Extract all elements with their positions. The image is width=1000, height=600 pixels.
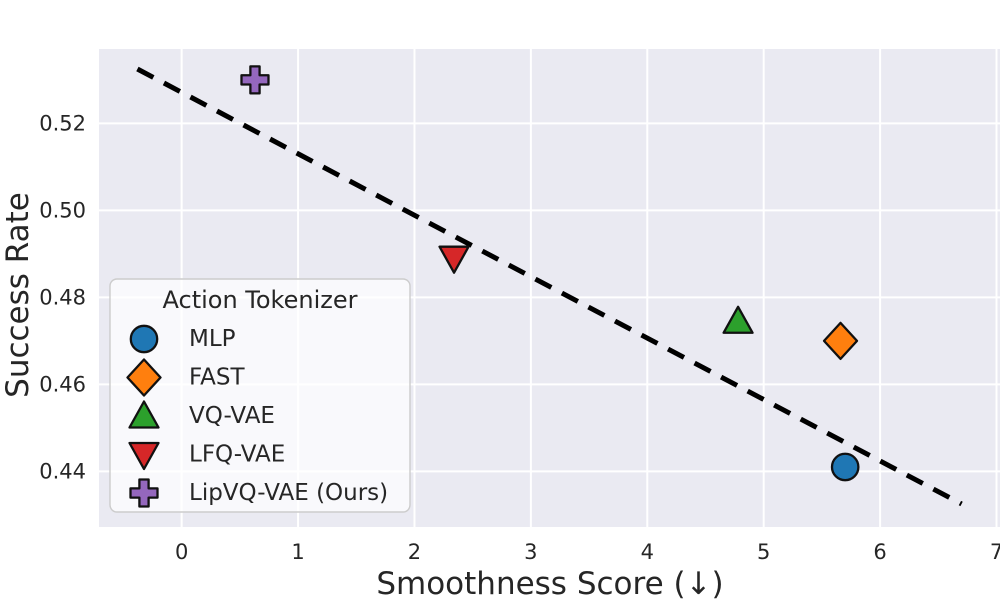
legend-marker-fast bbox=[126, 358, 162, 397]
x-tick-label-6: 6 bbox=[873, 540, 886, 564]
legend-item-vq-vae: VQ-VAE bbox=[128, 400, 275, 429]
x-tick-label-4: 4 bbox=[641, 540, 654, 564]
legend-label-mlp: MLP bbox=[189, 326, 236, 352]
x-axis-label: Smoothness Score (↓) bbox=[376, 566, 723, 600]
x-tick-label-1: 1 bbox=[291, 540, 304, 564]
legend-marker-lipvq-vae-ours bbox=[129, 478, 159, 508]
data-point-fast bbox=[822, 321, 859, 360]
y-tick-label-0: 0.44 bbox=[39, 459, 86, 483]
data-point-vq-vae bbox=[722, 305, 754, 334]
trend-line bbox=[136, 66, 963, 507]
legend: Action Tokenizer MLP FAST VQ-VAE LFQ-VAE LipV… bbox=[109, 278, 411, 513]
legend-label-lfq-vae: LFQ-VAE bbox=[189, 442, 285, 468]
legend-box bbox=[109, 278, 411, 513]
x-tick-label-3: 3 bbox=[524, 540, 537, 564]
legend-item-lipvq-vae-ours: LipVQ-VAE (Ours) bbox=[129, 478, 388, 508]
legend-item-lfq-vae: LFQ-VAE bbox=[128, 441, 285, 471]
legend-label-fast: FAST bbox=[189, 365, 245, 391]
legend-item-mlp: MLP bbox=[129, 324, 236, 354]
x-tick-label-7: 7 bbox=[990, 540, 1000, 564]
y-axis-label: Success Rate bbox=[0, 192, 36, 398]
y-tick-label-4: 0.52 bbox=[39, 111, 86, 135]
y-tick-label-2: 0.48 bbox=[39, 285, 86, 309]
x-tick-label-0: 0 bbox=[175, 540, 188, 564]
y-tick-label-1: 0.46 bbox=[39, 372, 86, 396]
legend-title: Action Tokenizer bbox=[163, 286, 358, 314]
data-point-lipvq-vae-ours bbox=[240, 65, 270, 95]
x-tick-label-5: 5 bbox=[757, 540, 770, 564]
legend-label-vq-vae: VQ-VAE bbox=[189, 403, 275, 429]
x-tick-label-2: 2 bbox=[408, 540, 421, 564]
legend-marker-lfq-vae bbox=[128, 441, 160, 471]
legend-marker-vq-vae bbox=[128, 400, 160, 429]
data-point-lfq-vae bbox=[438, 245, 470, 274]
data-point-mlp bbox=[830, 452, 860, 482]
legend-item-fast: FAST bbox=[126, 358, 245, 397]
legend-marker-mlp bbox=[129, 324, 159, 354]
y-tick-label-3: 0.50 bbox=[39, 198, 86, 222]
legend-label-lipvq-vae-ours: LipVQ-VAE (Ours) bbox=[189, 480, 388, 506]
